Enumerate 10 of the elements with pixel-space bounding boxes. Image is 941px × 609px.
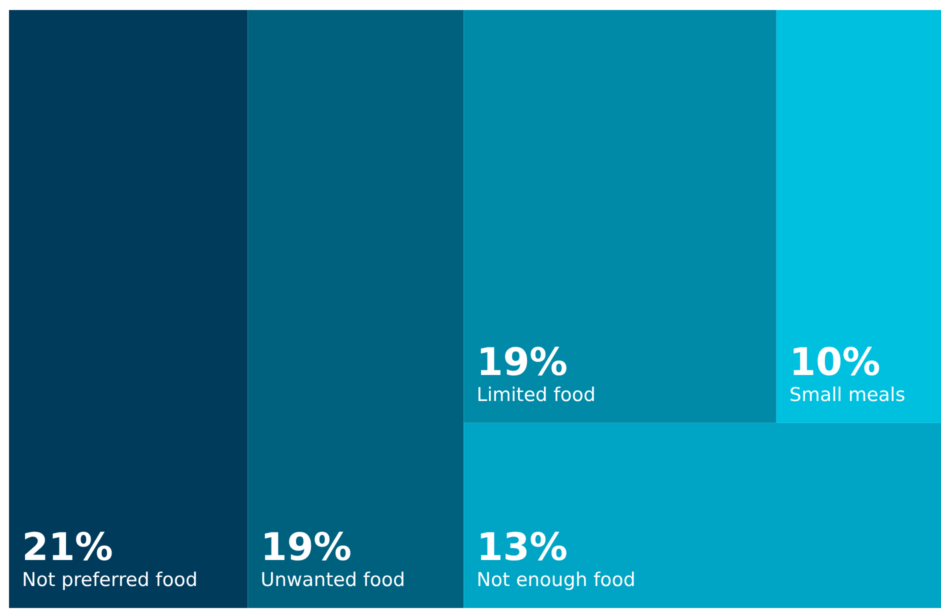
data-label: 21% (22, 525, 113, 569)
category-label: Not enough food (476, 569, 636, 591)
category-label: Limited food (476, 384, 596, 406)
data-label: 13% (476, 525, 568, 569)
category-label: Not preferred food (22, 569, 198, 591)
data-label: 10% (789, 340, 880, 384)
data-label: 19% (476, 340, 568, 384)
category-label: Unwanted food (260, 569, 406, 591)
data-label: 19% (260, 525, 352, 569)
category-label: Small meals (789, 384, 906, 406)
